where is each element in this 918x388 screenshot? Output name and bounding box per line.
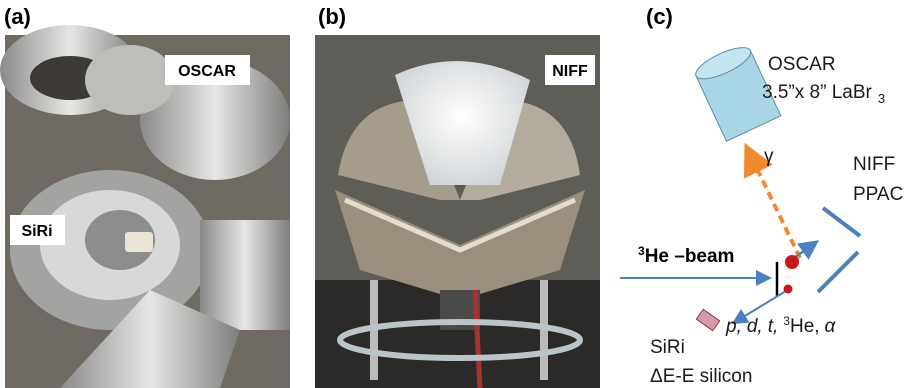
gamma-arrow [748,150,800,258]
particle: p, [725,316,742,337]
detector-size: 3.5”x 8” LaBr 3 [762,82,885,106]
ppac-plate [823,208,860,236]
photo-tag: OSCAR [178,63,236,80]
panel-label: (c) [646,4,673,29]
particle: α [825,316,837,337]
detector-name: OSCAR [768,54,836,75]
particle: d, [747,316,763,337]
ejectile-list: p,d,t,3He,α [725,314,837,337]
panel-label: (b) [318,4,346,29]
beam-text: He –beam [645,246,735,267]
fission-fragment [785,255,799,269]
photo-b: NIFF [315,35,600,388]
ejectile [784,285,793,294]
subscript: 3 [878,91,885,106]
gamma-label: γ [764,146,774,167]
siri-detector [696,309,719,330]
detector-name: PPAC [853,184,903,205]
ppac-plate [818,252,858,292]
photo-a: OSCAR SiRi [0,25,290,388]
particle: He, [790,316,820,337]
particle: t, [768,316,779,337]
figure: OSCAR SiRi (a) NIFF (b) (c) OSCAR 3.5”x … [0,0,918,388]
detector-name: NIFF [853,154,895,175]
size-text: 3.5”x 8” LaBr [762,82,872,103]
detector-type: ΔE-E silicon [650,366,752,387]
photo-tag: SiRi [21,223,52,240]
beam-label: 3He –beam [638,244,734,267]
panel-label: (a) [4,4,31,29]
detector-name: SiRi [650,337,685,358]
photo-tag: NIFF [552,63,588,80]
